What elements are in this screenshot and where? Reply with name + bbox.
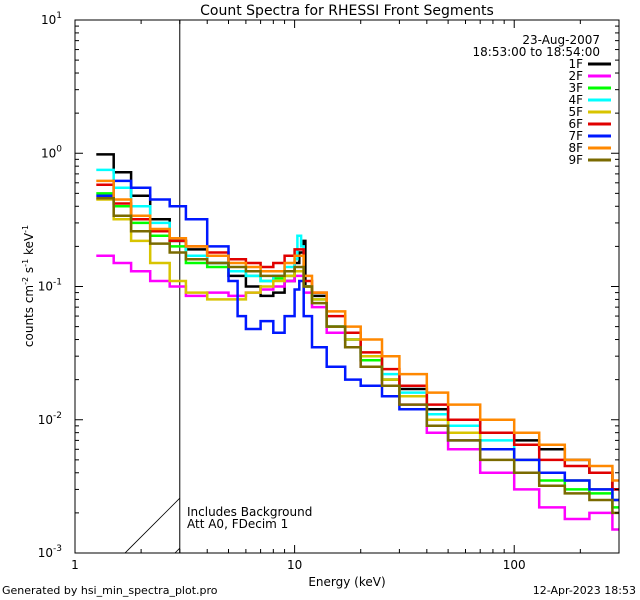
axis-ticks: 1 10 100 10-3 10-2 10-1 100 101	[38, 11, 620, 572]
legend-label-6f: 6F	[568, 117, 583, 131]
y-tick-label: 10-1	[38, 278, 62, 294]
legend-date: 23-Aug-2007	[522, 33, 600, 47]
x-axis-label: Energy (keV)	[308, 575, 385, 589]
legend: 23-Aug-2007 18:53:00 to 18:54:00 1F2F3F4…	[473, 33, 611, 167]
legend-label-9f: 9F	[568, 153, 583, 167]
y-label-exp3: -1	[21, 225, 30, 233]
y-label-kev: keV	[22, 232, 36, 259]
x-tick-label: 1	[71, 558, 79, 572]
y-axis-label: counts cm-2 s-1 keV-1	[21, 225, 36, 347]
legend-label-7f: 7F	[568, 129, 583, 143]
footer-generated-by: Generated by hsi_min_spectra_plot.pro	[2, 584, 218, 597]
series-8f	[96, 179, 619, 482]
legend-time-range: 18:53:00 to 18:54:00	[473, 45, 600, 59]
footer-timestamp: 12-Apr-2023 18:53	[532, 584, 636, 597]
series-7f	[96, 179, 619, 502]
series-group	[96, 153, 619, 531]
hatch-line	[174, 547, 181, 554]
series-2f	[96, 254, 619, 531]
y-tick-label: 10-2	[38, 411, 62, 427]
annotation-attenuator: Att A0, FDecim 1	[187, 517, 288, 531]
series-9f	[96, 196, 619, 515]
annotation-background: Includes Background	[187, 505, 312, 519]
x-tick-label: 10	[287, 558, 302, 572]
y-label-s: s	[22, 267, 36, 277]
hatch-line	[124, 497, 181, 554]
y-tick-label: 100	[41, 144, 62, 160]
y-label-counts: counts cm	[22, 285, 36, 347]
legend-label-2f: 2F	[568, 69, 583, 83]
chart-title: Count Spectra for RHESSI Front Segments	[200, 3, 494, 19]
y-label-exp2: -1	[21, 259, 30, 267]
series-1f	[96, 153, 619, 491]
legend-label-3f: 3F	[568, 81, 583, 95]
y-tick-label: 101	[41, 11, 62, 27]
x-tick-label: 100	[503, 558, 526, 572]
legend-label-4f: 4F	[568, 93, 583, 107]
legend-label-1f: 1F	[568, 57, 583, 71]
series-5f	[96, 198, 619, 502]
y-tick-label: 10-3	[38, 544, 62, 560]
legend-label-8f: 8F	[568, 141, 583, 155]
legend-label-5f: 5F	[568, 105, 583, 119]
y-label-exp1: -2	[21, 277, 30, 285]
